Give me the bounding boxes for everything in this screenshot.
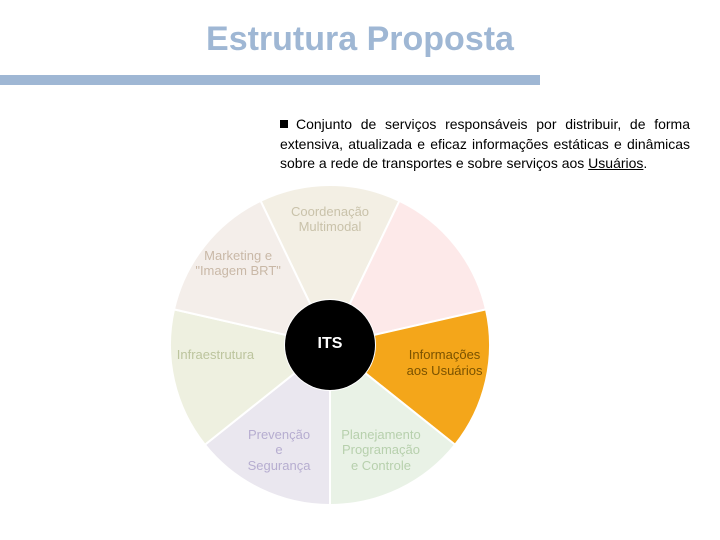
bullet-paragraph: Conjunto de serviços responsáveis por di…	[280, 115, 690, 174]
pie-chart	[170, 185, 490, 505]
bullet-underlined: Usuários	[588, 155, 643, 171]
title-text: Estrutura Proposta	[206, 20, 514, 58]
bullet-post: .	[643, 155, 647, 171]
slide-title: Estrutura Proposta	[0, 20, 720, 59]
title-underline	[0, 75, 540, 85]
pie-svg	[170, 185, 490, 505]
bullet-marker	[280, 120, 288, 128]
